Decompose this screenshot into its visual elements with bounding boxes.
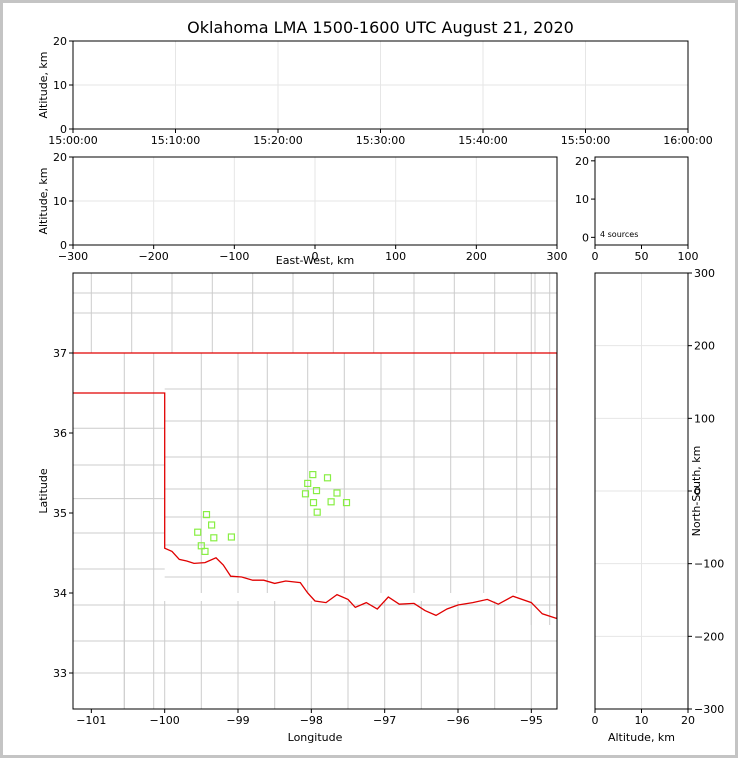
x-tick-label: −98 [300,714,323,727]
y-tick-label: 0 [582,231,589,244]
y-tick-label: −100 [694,558,724,571]
county-boundaries [73,273,557,709]
lightning-source-point [312,487,321,495]
y-tick-label: 10 [575,193,589,206]
y-axis-label: Altitude, km [37,167,50,234]
x-tick-label: −200 [139,250,169,263]
lightning-source-point [313,508,321,516]
time-altitude-panel: 15:00:00 15:10:00 15:20:00 15:30:00 15:40:00… [37,35,713,147]
x-tick-label: −101 [76,714,106,727]
x-tick-label: 15:40:00 [458,134,507,147]
y-tick-label: 100 [694,412,715,425]
x-tick-label: 15:30:00 [356,134,405,147]
x-tick-label: −99 [226,714,249,727]
lightning-source-point [201,547,209,556]
lightning-sources [194,471,351,556]
lightning-source-point [333,489,341,497]
plan-view-panel: −101 −100 −99 −98 −97 −96 −95 33 34 35 36 37 Longitu… [37,272,558,744]
x-tick-label: 20 [681,714,695,727]
y-axis-label: Altitude, km [37,51,50,118]
y-tick-label: −200 [694,630,724,643]
x-tick-label: 200 [466,250,487,263]
lightning-source-point [323,474,332,482]
x-tick-label: 100 [385,250,406,263]
lightning-source-point [227,533,235,541]
altitude-north-south-panel: 0 10 20−300 −200 −100 0 100 200 300 Altitude, km N… [592,267,725,744]
lightning-source-point [202,511,211,519]
east-west-altitude-panel: −300 −200 −100 0 100 200 300 0 10 20 East-West, km… [37,151,568,267]
x-tick-label: −96 [446,714,469,727]
y-tick-label: 33 [53,667,67,680]
y-tick-label: 20 [53,151,67,164]
x-tick-label: 0 [592,250,599,263]
x-tick-label: 0 [592,714,599,727]
y-tick-label: 10 [53,79,67,92]
x-tick-label: 0 [312,250,319,263]
y-axis-label: Latitude [37,468,50,514]
x-tick-label: −100 [219,250,249,263]
y-tick-label: 35 [53,507,67,520]
x-tick-label: 15:50:00 [561,134,610,147]
y-tick-label: 20 [53,35,67,48]
y-tick-label: 10 [53,195,67,208]
x-tick-label: 16:00:00 [663,134,712,147]
lightning-source-point [327,498,335,506]
x-tick-label: −300 [58,250,88,263]
y-tick-label: 0 [60,239,67,252]
lightning-source-point [309,499,318,507]
x-axis-label: Altitude, km [608,731,675,744]
y-tick-label: 20 [575,155,589,168]
y-tick-label: 300 [694,267,715,280]
figure-title: Oklahoma LMA 1500-1600 UTC August 21, 20… [187,18,574,37]
y-tick-label: 200 [694,340,715,353]
y-axis-label: North-South, km [690,446,703,537]
x-tick-label: 10 [635,714,649,727]
x-tick-label: 15:10:00 [151,134,200,147]
x-tick-label: 15:00:00 [48,134,97,147]
x-tick-label: 15:20:00 [253,134,302,147]
lightning-source-point [210,534,218,542]
y-tick-label: 34 [53,587,67,600]
axes-frame [72,272,558,710]
lightning-source-point [309,471,317,479]
lightning-source-point [208,521,216,529]
x-tick-label: −97 [373,714,396,727]
x-axis-label: Longitude [288,731,343,744]
y-tick-label: 0 [694,485,701,498]
x-tick-label: −100 [150,714,180,727]
y-tick-label: 0 [60,123,67,136]
lightning-source-point [194,528,202,536]
x-tick-label: 300 [547,250,568,263]
x-tick-label: −95 [520,714,543,727]
y-tick-label: 36 [53,427,67,440]
altitude-histogram-panel: 4 sources 0 50 100 0 10 20 [575,155,699,263]
oklahoma-state-border [73,352,557,620]
y-tick-label: −300 [694,703,724,716]
lightning-source-point [342,499,351,507]
x-tick-label: 50 [635,250,649,263]
y-tick-label: 37 [53,347,67,360]
x-tick-label: 100 [678,250,699,263]
lightning-source-point [304,479,312,487]
lightning-source-point [301,490,310,498]
lightning-source-point [197,542,205,550]
source-count-label: 4 sources [600,230,638,239]
x-axis-label: East-West, km [276,254,354,267]
